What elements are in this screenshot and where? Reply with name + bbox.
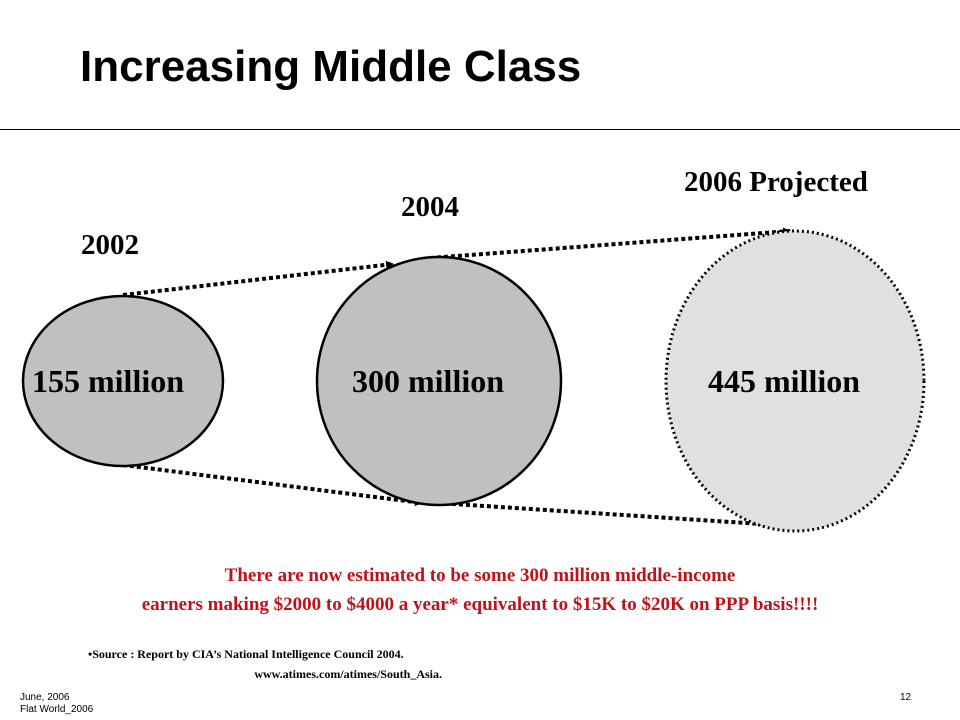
circle-2004	[315, 255, 563, 507]
source-url: www.atimes.com/atimes/South_Asia.	[254, 667, 442, 681]
estimate-note: There are now estimated to be some 300 m…	[0, 561, 960, 619]
source-citation: •Source : Report by CIA’s National Intel…	[88, 644, 448, 684]
title-divider	[0, 129, 960, 130]
value-label-445-million: 445 million	[708, 363, 861, 399]
value-label-300-million: 300 million	[352, 363, 505, 399]
arrow-2002-to-2004-bottom	[122, 463, 423, 507]
footer-deck-name: Flat World_2006	[20, 704, 94, 715]
page-number: 12	[900, 692, 912, 703]
year-label-2006-projected: 2006 Projected	[684, 166, 868, 198]
circle-2002	[21, 294, 225, 468]
year-label-2002: 2002	[81, 229, 139, 261]
source-line-1: Source : Report by CIA’s National Intell…	[92, 647, 404, 661]
slide-title: Increasing Middle Class	[80, 42, 582, 91]
arrow-2002-to-2004-top	[122, 260, 394, 297]
source-bullet: •	[88, 647, 93, 661]
note-line-2: earners making $2000 to $4000 a year* eq…	[141, 594, 819, 615]
value-label-155-million: 155 million	[32, 363, 185, 399]
note-line-1: There are now estimated to be some 300 m…	[224, 565, 736, 586]
arrow-2004-to-2006-bottom	[437, 501, 809, 531]
footer-left: June, 2006 Flat World_2006	[20, 692, 93, 716]
year-label-2004: 2004	[401, 191, 459, 223]
circle-2006	[664, 229, 926, 533]
footer-date: June, 2006	[20, 692, 70, 703]
